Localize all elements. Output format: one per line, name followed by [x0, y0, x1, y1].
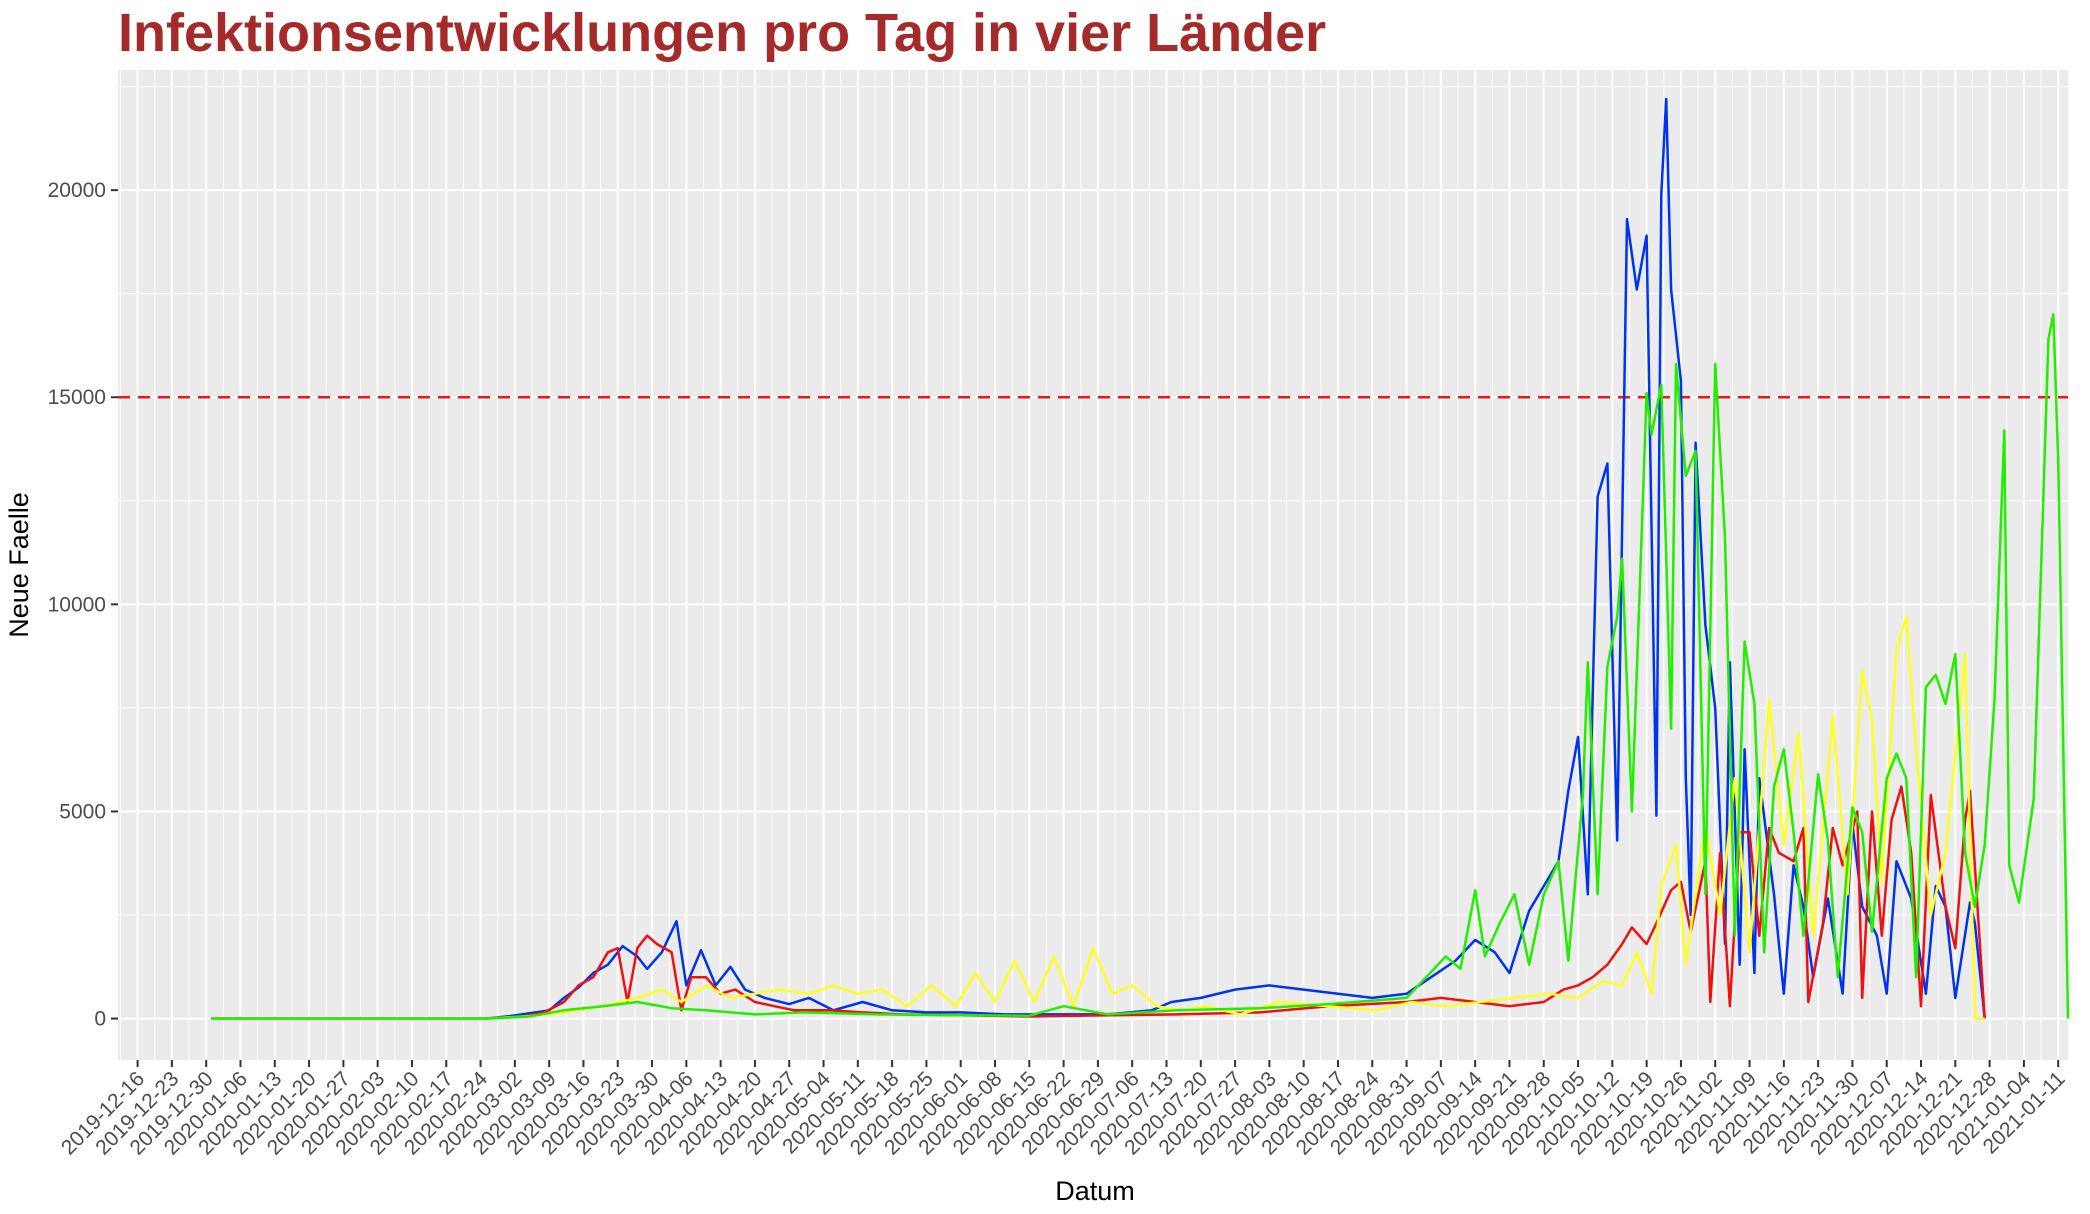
series-line-2 — [211, 785, 1986, 1020]
y-axis: 0 5000 10000 15000 20000 — [48, 179, 118, 1031]
series-line-4 — [211, 313, 2070, 1020]
y-tick-label: 5000 — [59, 800, 106, 823]
y-tick-label: 0 — [94, 1008, 106, 1031]
y-tick-label: 10000 — [48, 593, 106, 616]
x-axis: 2019-12-162019-12-232019-12-302020-01-06… — [57, 1060, 2070, 1159]
y-tick-label: 20000 — [48, 179, 106, 202]
chart-title: Infektionsentwicklungen pro Tag in vier … — [118, 3, 1327, 63]
series-lines — [211, 97, 2070, 1020]
series-line-1 — [211, 97, 1986, 1020]
x-axis-title: Datum — [1055, 1176, 1135, 1206]
plot-panel — [118, 70, 2068, 1060]
grid-lines — [118, 70, 2068, 1060]
series-line-3 — [211, 615, 1985, 1020]
y-tick-label: 15000 — [48, 386, 106, 409]
y-axis-title: Neue Faelle — [4, 492, 34, 638]
